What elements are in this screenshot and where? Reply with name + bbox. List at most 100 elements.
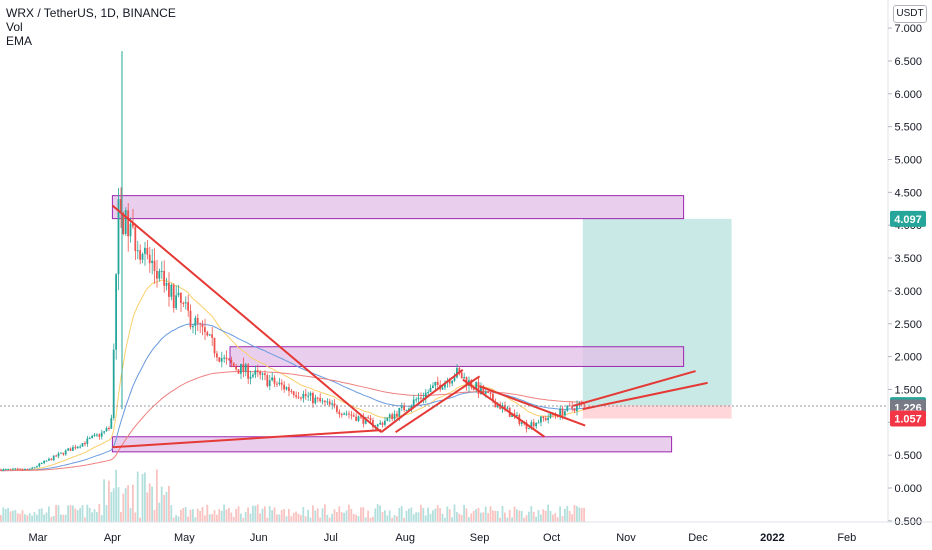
volume-bar bbox=[12, 510, 14, 522]
volume-bar bbox=[163, 494, 165, 522]
volume-bar bbox=[261, 508, 264, 522]
volume-bar bbox=[456, 512, 458, 522]
candle-body bbox=[489, 393, 492, 395]
candle-body bbox=[249, 376, 252, 379]
candle-body bbox=[9, 468, 12, 470]
candle-body bbox=[50, 458, 53, 461]
volume-bar bbox=[62, 514, 65, 522]
volume-bar bbox=[160, 486, 163, 522]
candle-body bbox=[244, 364, 247, 372]
candle-body bbox=[448, 380, 451, 384]
trendline bbox=[112, 429, 382, 449]
volume-bar bbox=[369, 517, 372, 522]
volume-bar bbox=[2, 507, 5, 522]
volume-bar bbox=[408, 508, 410, 522]
candle-body bbox=[81, 443, 84, 447]
volume-bar bbox=[213, 510, 216, 522]
currency-button[interactable]: USDT bbox=[893, 5, 927, 23]
price-zone bbox=[111, 436, 673, 453]
candle-body bbox=[525, 422, 528, 429]
candle-body bbox=[91, 435, 93, 438]
candle-body bbox=[213, 337, 216, 354]
candle-body bbox=[463, 377, 465, 379]
symbol-title[interactable]: WRX / TetherUS, 1D, BINANCE bbox=[6, 6, 176, 20]
time-axis[interactable]: Mar Apr May Jun Jul Aug Sep Oct Nov Dec 2022 Feb bbox=[0, 521, 932, 544]
candle-body bbox=[156, 271, 158, 279]
candle-body bbox=[132, 223, 134, 227]
volume-bar bbox=[564, 508, 566, 522]
volume-bar bbox=[24, 514, 26, 522]
volume-bar bbox=[463, 504, 465, 522]
volume-bar bbox=[100, 515, 103, 522]
candle-body bbox=[211, 334, 213, 338]
volume-bar bbox=[396, 516, 398, 522]
candle-body bbox=[432, 385, 434, 389]
volume-bar bbox=[364, 517, 367, 522]
candle-body bbox=[326, 401, 329, 403]
volume-bar bbox=[340, 512, 343, 522]
candle-body bbox=[105, 428, 108, 432]
candle-body bbox=[4, 469, 7, 471]
candle-body bbox=[43, 460, 45, 464]
price-tag-label: 4.097 bbox=[894, 214, 922, 226]
volume-bar bbox=[278, 514, 281, 522]
candle-body bbox=[268, 380, 271, 387]
volume-bar bbox=[177, 516, 180, 522]
candle-body bbox=[297, 396, 300, 398]
candle-body bbox=[79, 446, 81, 448]
volume-bar bbox=[295, 511, 297, 522]
candle-body bbox=[52, 455, 55, 461]
candle-body bbox=[16, 468, 19, 470]
volume-indicator-label[interactable]: Vol bbox=[6, 20, 23, 34]
volume-bar bbox=[244, 512, 247, 522]
candle-body bbox=[146, 247, 149, 255]
candle-body bbox=[194, 317, 197, 326]
volume-bar bbox=[254, 505, 257, 522]
long-position-tool[interactable] bbox=[582, 218, 732, 419]
volume-bar bbox=[216, 514, 218, 522]
candle-body bbox=[564, 411, 566, 416]
candle-body bbox=[300, 397, 302, 399]
candle-body bbox=[62, 452, 65, 455]
volume-bar bbox=[410, 507, 413, 522]
price-zone bbox=[111, 195, 685, 220]
volume-bar bbox=[290, 516, 293, 522]
volume-bar bbox=[127, 485, 129, 522]
volume-bar bbox=[362, 507, 365, 522]
candle-body bbox=[230, 359, 233, 364]
volume-bar bbox=[343, 512, 345, 522]
candle-body bbox=[144, 247, 146, 254]
candle-body bbox=[352, 415, 355, 417]
volume-bar bbox=[98, 504, 101, 522]
volume-bar bbox=[235, 509, 237, 522]
candle-body bbox=[362, 416, 365, 424]
volume-bar bbox=[86, 504, 89, 522]
candle-body bbox=[170, 284, 173, 297]
candle-body bbox=[141, 253, 144, 260]
y-tick-label: 4.500 bbox=[894, 187, 922, 199]
candle-body bbox=[60, 452, 62, 454]
candle-body bbox=[424, 392, 427, 398]
volume-bar bbox=[578, 507, 581, 522]
candle-body bbox=[136, 250, 139, 252]
price-axis[interactable]: 7.0006.5006.0005.5005.0004.5004.0003.500… bbox=[887, 0, 922, 528]
candle-body bbox=[307, 395, 309, 397]
ema-indicator-label[interactable]: EMA bbox=[6, 34, 33, 48]
x-tick-label: Jun bbox=[250, 532, 268, 544]
volume-bar bbox=[506, 517, 509, 522]
volume-bar bbox=[398, 507, 401, 522]
support-resistance-zones[interactable] bbox=[111, 195, 685, 453]
candle-body bbox=[400, 405, 403, 408]
volume-bar bbox=[465, 508, 468, 522]
y-tick-label: 0.000 bbox=[894, 483, 922, 495]
candle-body bbox=[247, 364, 249, 379]
candle-body bbox=[573, 408, 576, 411]
candle-body bbox=[26, 469, 29, 471]
candle-body bbox=[292, 391, 295, 396]
candle-body bbox=[112, 349, 115, 418]
candle-body bbox=[410, 405, 413, 409]
volume-bar bbox=[187, 516, 189, 522]
volume-bar bbox=[117, 487, 120, 522]
volume-bar bbox=[237, 506, 240, 522]
